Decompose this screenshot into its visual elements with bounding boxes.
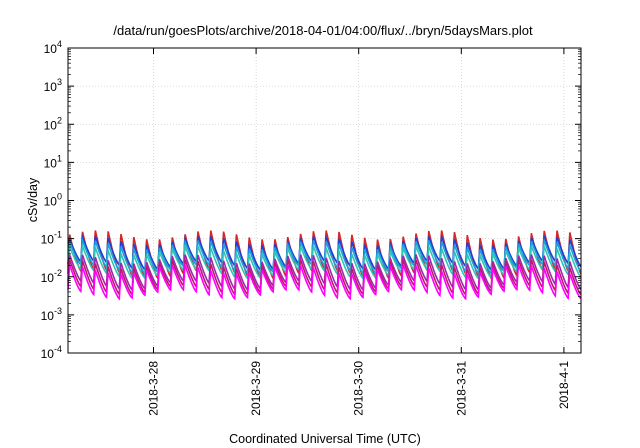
y-tick-label: 10-4 xyxy=(41,344,62,361)
series-line xyxy=(67,262,582,301)
plot-frame xyxy=(67,47,582,354)
y-tick-label: 104 xyxy=(44,39,62,56)
chart-title: /data/run/goesPlots/archive/2018-04-01/0… xyxy=(113,23,533,38)
y-tick-label: 10-3 xyxy=(41,306,62,323)
x-tick-label: 2018-3-29 xyxy=(249,361,263,416)
y-axis-label: cSv/day xyxy=(26,177,40,222)
x-tick-label: 2018-4-1 xyxy=(557,361,571,409)
x-tick-label: 2018-3-28 xyxy=(147,361,161,416)
grid-lines xyxy=(68,48,581,353)
x-tick-label: 2018-3-31 xyxy=(454,361,468,416)
y-axis: 10-4 10-3 10-2 10-1 100 101 102 103 104 xyxy=(41,39,581,361)
y-tick-label: 10-1 xyxy=(41,230,62,247)
x-tick-label: 2018-3-30 xyxy=(352,361,366,416)
y-tick-label: 103 xyxy=(44,77,62,94)
y-tick-label: 10-2 xyxy=(41,268,62,285)
y-tick-label: 101 xyxy=(44,153,62,170)
x-axis-label: Coordinated Universal Time (UTC) xyxy=(229,432,421,446)
y-tick-label: 102 xyxy=(44,115,62,132)
x-axis: 2018-3-28 2018-3-29 2018-3-30 2018-3-31 2018… xyxy=(147,48,571,416)
y-tick-label: 100 xyxy=(44,192,62,209)
series-group xyxy=(67,230,582,301)
